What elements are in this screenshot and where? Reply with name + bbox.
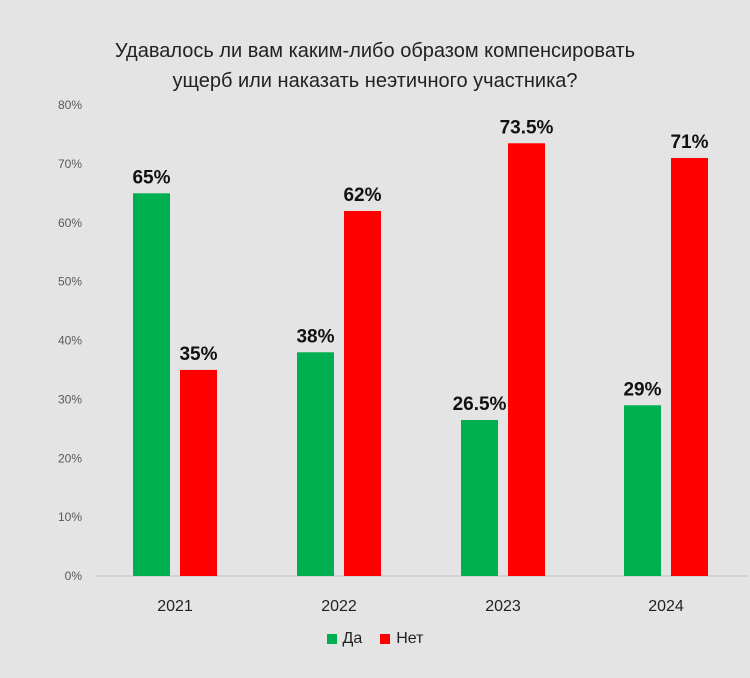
y-tick-label: 40% — [58, 334, 82, 348]
bar-da-2024 — [624, 405, 661, 576]
legend-swatch-da — [326, 634, 337, 644]
legend-item-net: Нет — [380, 630, 423, 648]
x-tick-label: 2024 — [648, 598, 684, 615]
x-tick-label: 2022 — [321, 598, 357, 615]
y-tick-label: 20% — [58, 451, 82, 465]
data-label: 35% — [179, 344, 217, 365]
bar-da-2023 — [461, 419, 498, 576]
y-tick-label: 0% — [65, 569, 83, 583]
x-tick-label: 2021 — [157, 598, 193, 615]
bar-net-2024 — [671, 157, 708, 577]
data-label: 29% — [623, 379, 661, 400]
data-label: 73.5% — [500, 117, 554, 138]
legend: Да Нет — [0, 630, 750, 648]
legend-item-da: Да — [326, 630, 363, 648]
y-tick-label: 50% — [58, 275, 82, 289]
y-tick-label: 60% — [58, 216, 82, 230]
data-label: 26.5% — [453, 394, 507, 415]
data-label: 65% — [132, 167, 170, 188]
data-label: 38% — [296, 326, 334, 347]
y-tick-label: 70% — [58, 157, 82, 171]
x-tick-label: 2023 — [485, 598, 521, 615]
bar-da-2022 — [297, 352, 334, 576]
bar-net-2023 — [508, 143, 545, 577]
y-tick-label: 80% — [58, 98, 82, 112]
legend-label-da: Да — [342, 630, 363, 647]
data-label: 62% — [343, 185, 381, 206]
bar-net-2021 — [180, 369, 217, 576]
legend-label-net: Нет — [396, 630, 424, 647]
bar-da-2021 — [133, 193, 170, 576]
bar-net-2022 — [344, 210, 381, 576]
y-tick-label: 10% — [58, 510, 82, 524]
chart-title-line-1: Удавалось ли вам каким-либо образом комп… — [114, 40, 636, 62]
legend-swatch-net — [380, 634, 391, 644]
chart-title: Удавалось ли вам каким-либо образом комп… — [0, 36, 750, 96]
chart-title-line-2: ущерб или наказать неэтичного участника? — [172, 70, 578, 92]
data-label: 71% — [670, 132, 708, 153]
y-tick-label: 30% — [58, 392, 82, 406]
